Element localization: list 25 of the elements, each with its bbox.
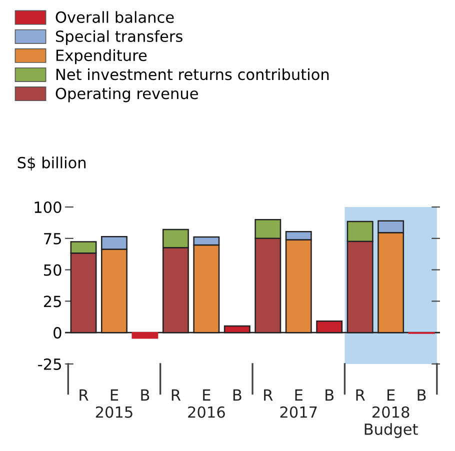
legend-label: Operating revenue: [56, 87, 198, 102]
x-tick-label: E 2015: [96, 389, 132, 418]
x-tick-label: E 2018 Budget: [364, 389, 418, 438]
legend-label: Net investment returns contribution: [56, 68, 329, 80]
y-tick-label: -25: [38, 358, 61, 370]
y-tick-label: 100: [34, 201, 62, 214]
bar: [132, 332, 158, 339]
x-tick-label: E 2016: [188, 389, 225, 418]
x-tick-label: B: [141, 389, 150, 401]
x-tick-label: B: [418, 389, 426, 401]
x-tick-label: E 2017: [280, 389, 317, 418]
x-tick-label: B: [233, 389, 242, 401]
x-tick-label: R: [356, 389, 365, 401]
y-axis-title: S$ billion: [18, 156, 86, 170]
y-tick-label: 50: [44, 264, 62, 276]
x-tick-label: R: [172, 389, 181, 401]
y-tick-label: 75: [44, 233, 61, 244]
legend-label: Overall balance: [56, 11, 174, 23]
legend-label: Expenditure: [56, 49, 147, 64]
y-tick-label: 0: [54, 327, 62, 339]
x-tick-label: R: [80, 389, 88, 401]
x-tick-label: B: [326, 389, 334, 401]
x-tick-label: R: [264, 389, 273, 401]
legend-label: Special transfers: [56, 30, 182, 46]
y-tick-label: 25: [44, 296, 61, 308]
